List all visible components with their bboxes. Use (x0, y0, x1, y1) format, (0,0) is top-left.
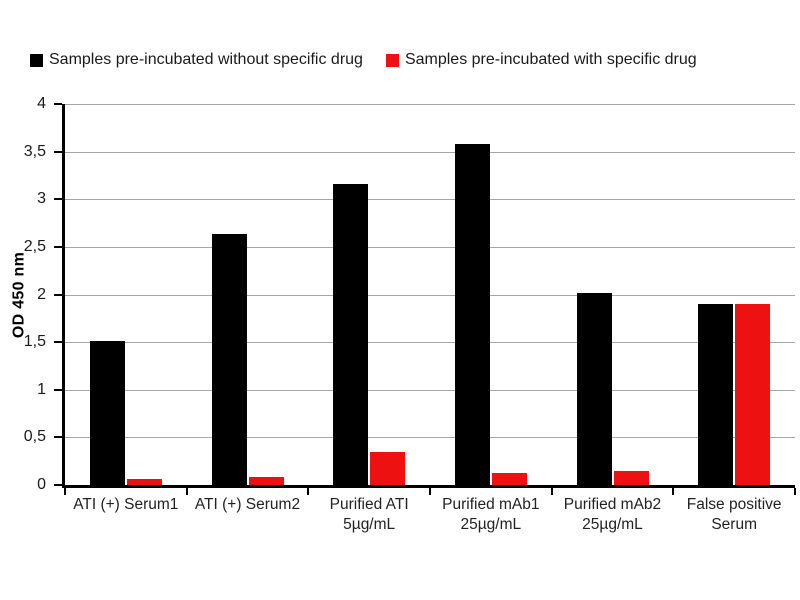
x-tick-2 (307, 488, 310, 495)
legend-label-without-drug: Samples pre-incubated without specific d… (49, 51, 363, 68)
x-tick-1 (185, 488, 188, 495)
x-category-label-2: ATI (+) Serum2 (194, 496, 301, 513)
y-tick-1,5 (54, 341, 62, 344)
x-category-label-1: ATI (+) Serum1 (73, 496, 179, 513)
bar-without-drug-5 (576, 292, 612, 485)
y-tick-label-3,5: 3,5 (23, 142, 46, 160)
y-tick-2,5 (54, 245, 62, 248)
gridline-2 (65, 294, 795, 296)
y-tick-label-0,5: 0,5 (23, 428, 46, 446)
gridline-1,5 (65, 342, 795, 344)
gridline-0,5 (65, 437, 795, 439)
bar-without-drug-6 (698, 304, 734, 485)
legend-item-with-drug: Samples pre-incubated with specific drug (385, 51, 697, 69)
y-tick-label-2: 2 (37, 285, 46, 303)
legend-label-with-drug: Samples pre-incubated with specific drug (404, 51, 697, 68)
bar-without-drug-3 (333, 184, 369, 485)
y-tick-0 (54, 484, 62, 486)
bar-with-drug-3 (370, 451, 406, 485)
bar-without-drug-4 (454, 144, 490, 485)
y-tick-label-1,5: 1,5 (23, 333, 46, 351)
bar-without-drug-2 (211, 234, 247, 485)
y-tick-label-4: 4 (37, 95, 46, 112)
gridline-4 (65, 104, 795, 105)
bar-with-drug-4 (491, 472, 527, 485)
x-category-label-3: Purified ATI 5µg/mL (329, 496, 409, 533)
x-category-label-6: False positive Serum (686, 496, 782, 533)
y-tick-3,5 (54, 150, 62, 153)
y-tick-2 (54, 293, 62, 296)
x-category-label-4: Purified mAb1 25µg/mL (442, 496, 540, 533)
x-tick-4 (550, 488, 553, 495)
legend-swatch-with-drug-icon (385, 53, 399, 67)
y-tick-label-2,5: 2,5 (23, 237, 46, 255)
bar-with-drug-2 (248, 477, 284, 485)
x-tick-6 (794, 488, 796, 495)
bar-without-drug-1 (89, 341, 125, 485)
y-axis-line (62, 104, 65, 488)
bar-with-drug-1 (126, 479, 162, 485)
y-tick-1 (54, 388, 62, 391)
y-tick-4 (54, 103, 62, 105)
chart-legend: Samples pre-incubated without specific d… (30, 51, 697, 69)
gridline-3,5 (65, 151, 795, 153)
y-tick-0,5 (54, 436, 62, 439)
y-tick-label-0: 0 (37, 476, 46, 493)
x-axis-line (62, 485, 795, 488)
gridline-2,5 (65, 246, 795, 248)
y-tick-3 (54, 198, 62, 201)
gridline-3 (65, 199, 795, 201)
bar-with-drug-6 (735, 304, 771, 485)
y-tick-label-1: 1 (37, 380, 46, 398)
y-tick-label-3: 3 (37, 190, 46, 208)
x-tick-0 (64, 488, 66, 495)
x-category-label-5: Purified mAb2 25µg/mL (563, 496, 662, 533)
x-tick-5 (672, 488, 675, 495)
legend-swatch-without-drug-icon (30, 53, 43, 67)
gridline-1 (65, 389, 795, 391)
legend-item-without-drug: Samples pre-incubated without specific d… (30, 51, 363, 69)
x-tick-3 (429, 488, 431, 495)
bar-with-drug-5 (613, 470, 649, 485)
